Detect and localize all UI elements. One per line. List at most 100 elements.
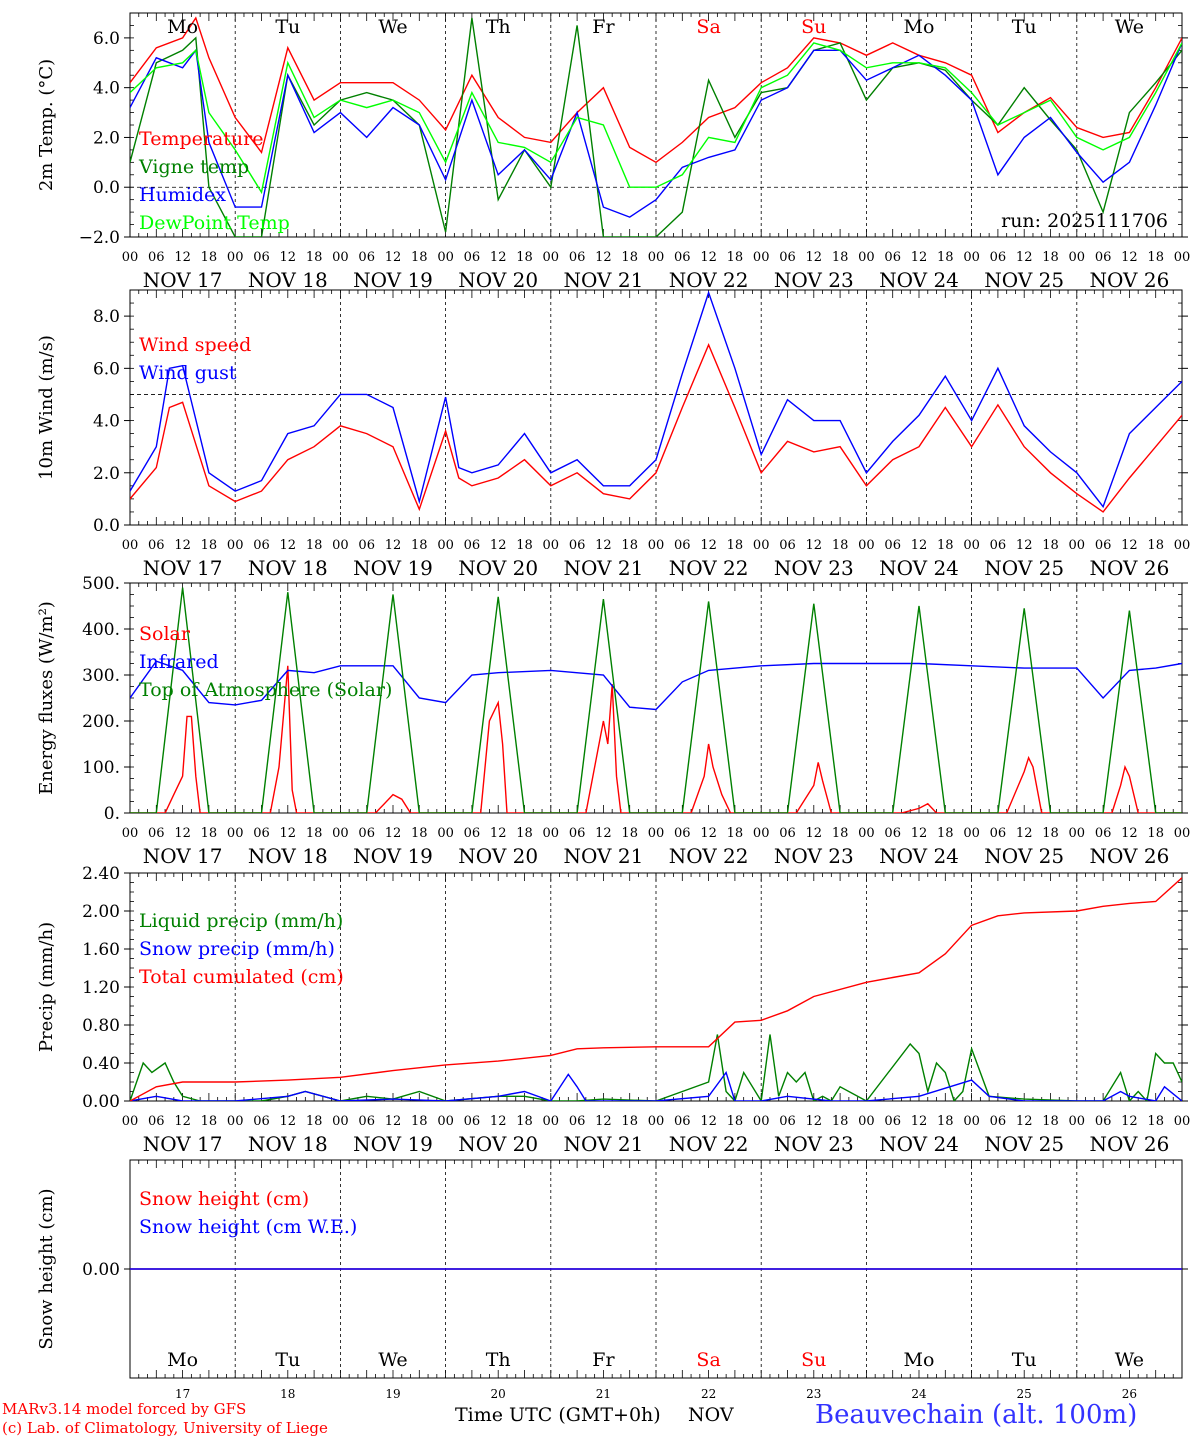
day-label: NOV 23 <box>774 844 854 868</box>
hour-tick-label: 06 <box>148 826 165 841</box>
day-number: 21 <box>596 1387 611 1401</box>
legend-entry: Snow height (cm W.E.) <box>139 1216 357 1238</box>
series-line-infrared <box>130 660 1182 711</box>
day-label: NOV 20 <box>458 556 538 580</box>
hour-tick-label: 00 <box>753 250 770 265</box>
day-label: NOV 17 <box>143 1132 223 1156</box>
hour-tick-label: 06 <box>253 538 270 553</box>
hour-tick-label: 12 <box>490 1114 507 1129</box>
hour-tick-label: 18 <box>1042 1114 1059 1129</box>
hour-tick-label: 12 <box>1016 538 1033 553</box>
hour-tick-label: 00 <box>1174 1114 1191 1129</box>
y-tick-label: 2.0 <box>93 464 120 484</box>
hour-tick-label: 00 <box>332 826 349 841</box>
hour-tick-label: 12 <box>806 538 823 553</box>
hour-tick-label: 18 <box>937 250 954 265</box>
day-label: NOV 22 <box>669 556 749 580</box>
hour-tick-label: 06 <box>1095 250 1112 265</box>
hour-tick-label: 12 <box>595 538 612 553</box>
panel-5: 0.00 Snow height (cm) Snow height (cm) Snow… <box>36 1159 1188 1379</box>
legend-entry: Liquid precip (mm/h) <box>139 910 343 932</box>
hour-tick-label: 18 <box>516 1114 533 1129</box>
day-label: NOV 22 <box>669 268 749 292</box>
y-tick-label: 400. <box>82 620 120 640</box>
day-label: NOV 18 <box>248 1132 328 1156</box>
run-label: run: 2025111706 <box>1001 210 1168 232</box>
hour-tick-label: 00 <box>648 1114 665 1129</box>
day-number: 20 <box>491 1387 506 1401</box>
day-name-bottom: Mo <box>904 1349 935 1371</box>
series-line-vigne-temp <box>130 17 1182 237</box>
hour-tick-label: 06 <box>464 826 481 841</box>
y-tick-label: 2.0 <box>93 128 120 148</box>
hour-tick-label: 00 <box>963 538 980 553</box>
panel-3: 0. 100. 200. 300. 400. 500. Energy fluxes (W/m… <box>36 574 1190 868</box>
y-axis-label: Energy fluxes (W/m²) <box>36 601 57 795</box>
hour-tick-label: 18 <box>1147 538 1164 553</box>
hour-tick-label: 12 <box>490 538 507 553</box>
series-line-wind-gust <box>130 290 1182 509</box>
hour-tick-label: 12 <box>490 250 507 265</box>
series-line-dewpoint-temp <box>130 42 1182 195</box>
y-axis-label: 10m Wind (m/s) <box>36 335 57 480</box>
panel-2: 0.0 2.0 4.0 6.0 8.0 10m Wind (m/s) Wind speed W… <box>36 289 1190 580</box>
hour-tick-label: 06 <box>884 538 901 553</box>
hour-tick-label: 18 <box>1147 250 1164 265</box>
hour-tick-label: 00 <box>122 826 139 841</box>
hour-tick-label: 06 <box>148 250 165 265</box>
legend-entry: Snow precip (mm/h) <box>139 938 335 960</box>
day-name-bottom: Su <box>801 1349 826 1371</box>
series-line-wind-speed <box>130 342 1182 513</box>
hour-tick-label: 00 <box>332 1114 349 1129</box>
hour-tick-label: 06 <box>990 250 1007 265</box>
hour-tick-label: 12 <box>1121 538 1138 553</box>
legend-entry: Solar <box>139 623 191 645</box>
hour-tick-label: 12 <box>1016 250 1033 265</box>
hour-tick-label: 18 <box>411 538 428 553</box>
hour-tick-label: 18 <box>411 1114 428 1129</box>
hour-tick-label: 00 <box>437 538 454 553</box>
hour-tick-label: 12 <box>700 826 717 841</box>
hour-tick-label: 06 <box>148 538 165 553</box>
day-label: NOV 20 <box>458 1132 538 1156</box>
hour-tick-label: 18 <box>1042 538 1059 553</box>
lab-credit: (c) Lab. of Climatology, University of L… <box>2 1419 328 1437</box>
y-tick-label: 4.0 <box>93 79 120 99</box>
hour-tick-label: 12 <box>911 538 928 553</box>
hour-tick-label: 12 <box>280 826 297 841</box>
series-line-liquid-precip-mm-h- <box>130 1034 1182 1101</box>
day-name-bottom: We <box>1115 1349 1144 1371</box>
y-tick-label: 100. <box>82 758 120 778</box>
y-tick-label: 6.0 <box>93 29 120 49</box>
series-line-humidex <box>130 42 1182 218</box>
y-tick-label: 4.0 <box>93 412 120 432</box>
hour-tick-label: 00 <box>753 538 770 553</box>
hour-tick-label: 06 <box>253 1114 270 1129</box>
day-label: NOV 23 <box>774 1132 854 1156</box>
hour-tick-label: 12 <box>1016 1114 1033 1129</box>
day-number: 25 <box>1017 1387 1032 1401</box>
day-label: NOV 19 <box>353 844 433 868</box>
hour-tick-label: 06 <box>990 826 1007 841</box>
hour-tick-label: 12 <box>174 250 191 265</box>
hour-tick-label: 12 <box>174 826 191 841</box>
day-number: 19 <box>385 1387 400 1401</box>
hour-tick-label: 12 <box>1121 1114 1138 1129</box>
hour-tick-label: 00 <box>332 538 349 553</box>
hour-tick-label: 06 <box>464 250 481 265</box>
hour-tick-label: 00 <box>227 1114 244 1129</box>
day-label: NOV 19 <box>353 268 433 292</box>
hour-tick-label: 06 <box>253 826 270 841</box>
hour-tick-label: 00 <box>648 538 665 553</box>
day-name-top: Su <box>801 16 826 38</box>
hour-tick-label: 12 <box>385 250 402 265</box>
day-label: NOV 25 <box>984 268 1064 292</box>
hour-tick-label: 18 <box>201 250 218 265</box>
day-number: 17 <box>175 1387 190 1401</box>
hour-tick-label: 12 <box>595 250 612 265</box>
day-name-top: Th <box>486 16 511 38</box>
hour-tick-label: 12 <box>911 1114 928 1129</box>
hour-tick-label: 06 <box>464 1114 481 1129</box>
hour-tick-label: 18 <box>201 538 218 553</box>
hour-tick-label: 12 <box>490 826 507 841</box>
